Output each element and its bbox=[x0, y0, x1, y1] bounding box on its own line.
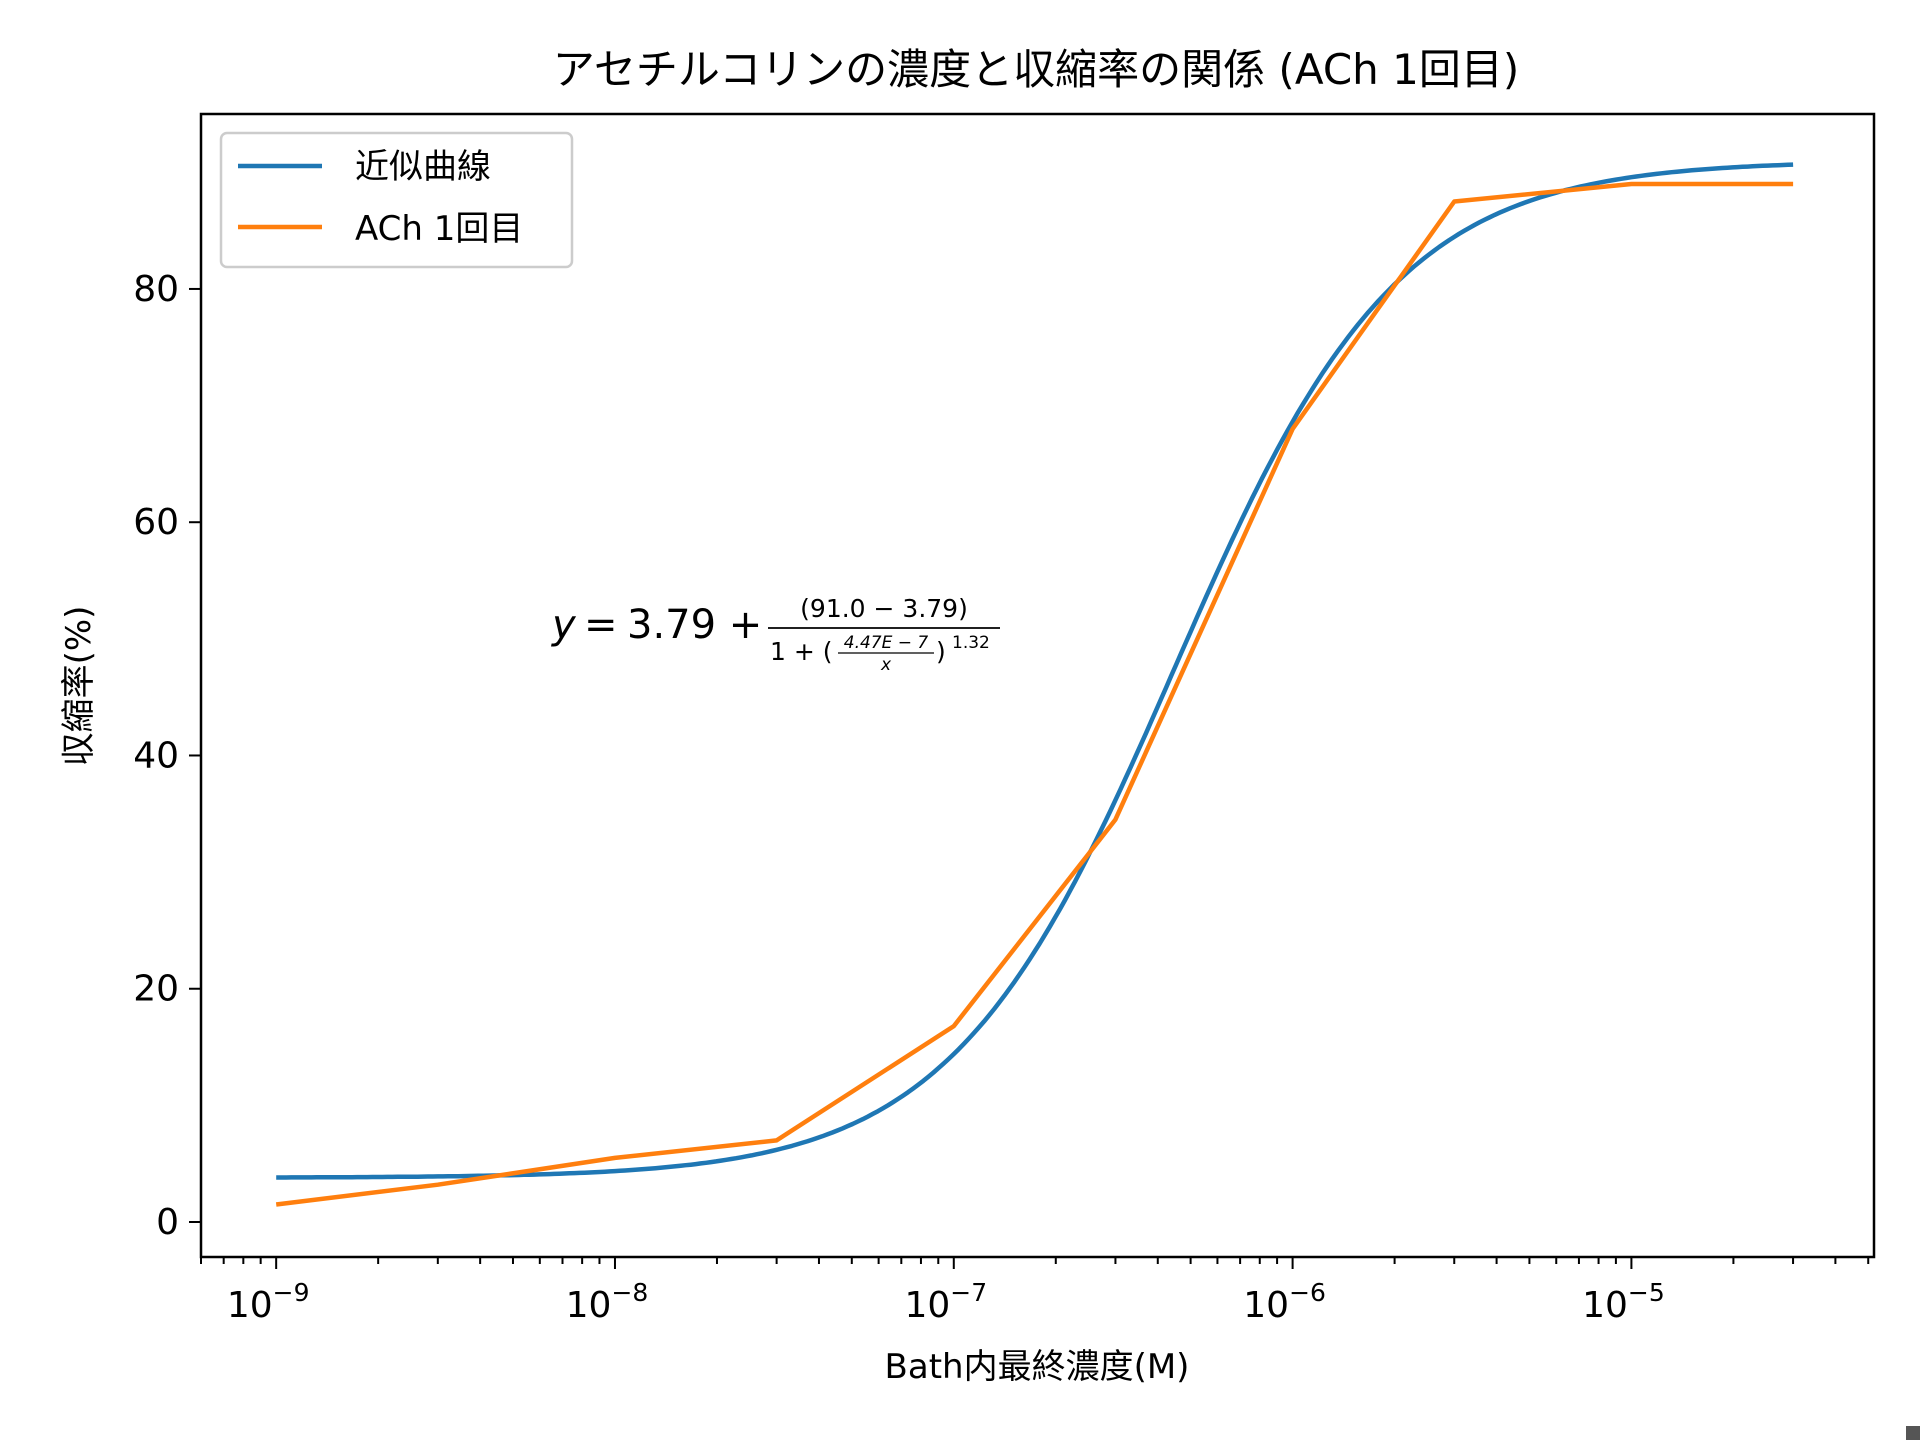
fit-curve-line bbox=[276, 162, 1794, 1180]
x-tick-label-exponent: −6 bbox=[1289, 1278, 1326, 1307]
equation-denominator-close: ) bbox=[936, 637, 946, 666]
fit-equation-annotation: y = 3.79 + (91.0 − 3.79) 1 + ( 4.47E − 7… bbox=[551, 594, 1000, 675]
equation-inner-numerator: 4.47E − 7 bbox=[844, 633, 929, 653]
plot-series bbox=[275, 162, 1794, 1207]
equation-y: y bbox=[551, 602, 577, 648]
equation-constant: 3.79 + bbox=[627, 602, 762, 648]
x-tick-label: 10−6 bbox=[1243, 1278, 1326, 1326]
x-tick-label-exponent: −8 bbox=[611, 1278, 648, 1307]
x-tick-label-base: 10 bbox=[227, 1285, 273, 1326]
y-tick-label: 80 bbox=[133, 269, 179, 310]
resize-grip[interactable] bbox=[1906, 1426, 1920, 1440]
x-tick-label-exponent: −9 bbox=[273, 1278, 310, 1307]
x-axis-ticks: 10−9 10−8 10−7 10−6 10−5 bbox=[200, 1257, 1870, 1326]
y-axis-ticks: 0 20 40 60 80 bbox=[133, 269, 201, 1243]
x-tick-label-exponent: −7 bbox=[950, 1278, 987, 1307]
x-tick-label-base: 10 bbox=[1243, 1285, 1289, 1326]
equation-exponent: 1.32 bbox=[952, 633, 990, 653]
x-tick-label: 10−7 bbox=[904, 1278, 987, 1326]
legend-label-data: ACh 1回目 bbox=[355, 209, 523, 249]
equation-equals: = bbox=[584, 602, 618, 648]
x-tick-label: 10−9 bbox=[227, 1278, 310, 1326]
x-tick-label-base: 10 bbox=[566, 1285, 612, 1326]
data-series-line bbox=[275, 181, 1794, 1207]
y-axis-label: 収縮率(%) bbox=[59, 606, 99, 767]
x-tick-label-base: 10 bbox=[904, 1285, 950, 1326]
x-tick-label: 10−8 bbox=[566, 1278, 649, 1326]
legend-label-fit: 近似曲線 bbox=[355, 147, 491, 187]
plot-frame bbox=[199, 112, 1876, 1259]
y-tick-label: 0 bbox=[156, 1202, 179, 1243]
chart-title: アセチルコリンの濃度と収縮率の関係 (ACh 1回目) bbox=[553, 45, 1519, 94]
x-axis-label: Bath内最終濃度(M) bbox=[885, 1347, 1190, 1387]
y-tick-label: 60 bbox=[133, 502, 179, 543]
equation-numerator: (91.0 − 3.79) bbox=[800, 594, 968, 623]
y-tick-label: 20 bbox=[133, 969, 179, 1010]
equation-denominator-lead: 1 + ( bbox=[770, 637, 833, 666]
legend: 近似曲線 ACh 1回目 bbox=[219, 131, 574, 269]
x-tick-label-base: 10 bbox=[1582, 1285, 1628, 1326]
equation-inner-denominator: x bbox=[880, 655, 892, 675]
x-tick-label: 10−5 bbox=[1582, 1278, 1665, 1326]
y-tick-label: 40 bbox=[133, 735, 179, 776]
x-tick-label-exponent: −5 bbox=[1628, 1278, 1665, 1307]
